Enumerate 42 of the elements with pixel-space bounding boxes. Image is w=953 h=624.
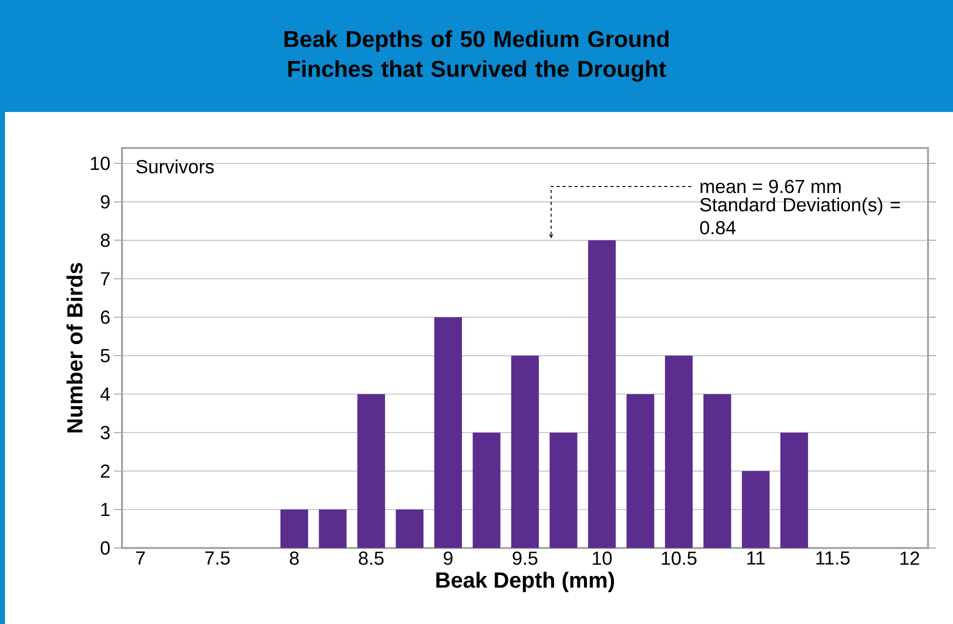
x-tick-label: 7.5 xyxy=(205,552,230,565)
x-tick-label: 11 xyxy=(747,552,765,565)
bar xyxy=(588,240,616,548)
x-axis-title: Beak Depth (mm) xyxy=(436,572,614,592)
y-tick-label: 4 xyxy=(100,388,110,401)
bar xyxy=(472,432,500,548)
x-tick-label: 8 xyxy=(290,552,299,565)
bar xyxy=(434,317,462,548)
x-tick-label: 10 xyxy=(592,552,612,565)
y-tick-label: 0 xyxy=(100,541,110,555)
ref-line-label: mean = 9.67 mm xyxy=(700,180,841,194)
bar xyxy=(357,394,386,548)
bar xyxy=(511,356,539,548)
y-tick-label: 2 xyxy=(100,464,110,478)
y-tick-label: 9 xyxy=(100,195,110,209)
chart-title: Beak Depths of 50 Medium Ground Finches that Survived the Drought xyxy=(284,30,668,82)
annotation: Standard Deviation(s) = 0.84 xyxy=(700,198,900,234)
y-tick-label: 3 xyxy=(100,426,110,440)
x-tick-label: 9 xyxy=(444,552,452,565)
y-tick-label: 5 xyxy=(100,349,110,362)
bar xyxy=(626,394,654,548)
x-tick-label: 9.5 xyxy=(512,552,538,565)
bar xyxy=(396,510,424,548)
bar xyxy=(742,471,770,548)
x-tick-label: 12 xyxy=(900,552,920,565)
y-axis-title: Number of Birds xyxy=(66,263,83,432)
bar xyxy=(318,510,347,548)
bar xyxy=(280,510,308,548)
x-tick-label: 8.5 xyxy=(358,552,384,565)
bar xyxy=(780,432,808,548)
y-tick-label: 10 xyxy=(90,156,110,170)
x-tick-label: 10.5 xyxy=(662,552,696,565)
y-tick-label: 1 xyxy=(101,503,110,516)
bar xyxy=(664,356,693,548)
x-tick-label: 7 xyxy=(136,552,145,565)
y-tick-label: 8 xyxy=(100,234,110,247)
y-tick-label: 7 xyxy=(100,272,110,286)
bar xyxy=(703,394,732,548)
x-tick-label: 11.5 xyxy=(816,552,850,565)
bar xyxy=(550,432,578,548)
annotation: Survivors xyxy=(136,160,214,174)
y-tick-label: 6 xyxy=(100,310,110,324)
